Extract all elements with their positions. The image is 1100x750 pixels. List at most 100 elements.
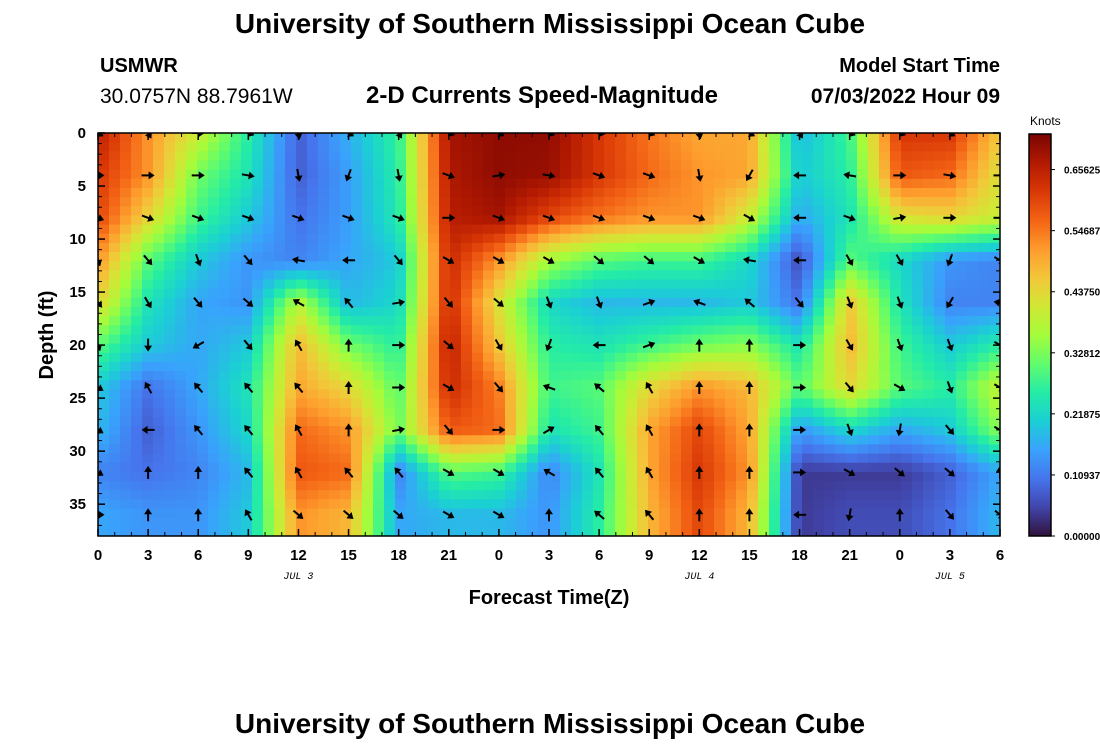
heatmap-cell [318,371,330,381]
heatmap-cell [527,508,539,519]
heatmap-cell [736,160,748,171]
heatmap-cell [439,389,451,400]
heatmap-cell [780,160,792,171]
heatmap-cell [219,178,231,189]
heatmap-cell [681,517,693,528]
heatmap-cell [780,279,792,290]
heatmap-cell [252,416,264,427]
heatmap-cell [791,270,803,281]
heatmap-cell [846,316,858,326]
heatmap-cell [813,371,825,381]
heatmap-cell [241,270,253,281]
heatmap-cell [956,426,968,436]
heatmap-cell [263,435,275,446]
heatmap-cell [582,508,594,519]
heatmap-cell [153,169,165,180]
heatmap-cell [252,426,264,436]
heatmap-cell [967,316,979,326]
heatmap-cell [956,151,968,162]
heatmap-cell [626,444,638,455]
heatmap-cell [989,297,1000,308]
heatmap-cell [857,215,869,226]
heatmap-cell [538,307,550,317]
heatmap-cell [450,224,462,235]
heatmap-cell [252,508,264,519]
heatmap-cell [98,242,110,253]
heatmap-cell [505,462,517,473]
heatmap-cell [472,416,484,427]
heatmap-cell [153,334,165,345]
heatmap-cell [637,380,649,391]
heatmap-cell [879,371,891,381]
heatmap-cell [802,242,814,253]
heatmap-cell [131,160,143,171]
heatmap-cell [813,197,825,207]
heatmap-cell [153,462,165,473]
current-vector [294,382,304,394]
heatmap-cell [516,142,528,152]
heatmap-cell [516,316,528,326]
heatmap-cell [274,233,286,244]
heatmap-cell [967,233,979,244]
heatmap-cell [967,261,979,271]
heatmap-cell [648,444,660,455]
heatmap-cell [362,178,374,189]
heatmap-cell [527,307,539,317]
heatmap-cell [197,398,209,409]
heatmap-cell [956,435,968,446]
heatmap-cell [285,133,297,143]
heatmap-cell [516,178,528,189]
heatmap-cell [230,334,242,345]
heatmap-cell [384,252,396,262]
heatmap-cell [461,526,473,536]
heatmap-cell [747,307,759,317]
heatmap-cell [659,307,671,317]
heatmap-cell [417,233,429,244]
heatmap-cell [758,517,770,528]
heatmap-cell [230,343,242,354]
heatmap-cell [670,187,682,198]
heatmap-cell [395,288,407,299]
heatmap-cell [395,435,407,446]
heatmap-cell [208,233,220,244]
heatmap-cell [769,160,781,171]
heatmap-cell [428,178,440,189]
heatmap-cell [318,279,330,290]
heatmap-cell [516,224,528,235]
heatmap-cell [329,261,341,271]
heatmap-cell [307,316,319,326]
current-vector [846,423,854,437]
heatmap-cell [560,288,572,299]
heatmap-cell [175,160,187,171]
heatmap-cell [703,389,715,400]
heatmap-cell [483,462,495,473]
heatmap-cell [98,380,110,391]
heatmap-cell [857,288,869,299]
heatmap-cell [692,481,704,491]
heatmap-cell [934,288,946,299]
model-start-value: 07/03/2022 Hour 09 [810,85,1000,108]
heatmap-cell [769,490,781,500]
heatmap-cell [263,206,275,217]
heatmap-cell [648,178,660,189]
heatmap-cell [934,444,946,455]
heatmap-cell [263,197,275,207]
heatmap-cell [120,490,132,500]
heatmap-cell [208,242,220,253]
heatmap-cell [934,517,946,528]
heatmap-cell [274,325,286,336]
heatmap-cell [494,352,506,363]
heatmap-cell [439,398,451,409]
heatmap-cell [714,242,726,253]
heatmap-cell [351,352,363,363]
current-vector [294,339,303,352]
heatmap-cell [725,169,737,180]
current-vector [845,338,854,351]
heatmap-cell [274,288,286,299]
heatmap-cell [725,297,737,308]
heatmap-cell [516,160,528,171]
heatmap-cell [571,160,583,171]
heatmap-cell [329,206,341,217]
heatmap-cell [483,297,495,308]
heatmap-cell [153,288,165,299]
